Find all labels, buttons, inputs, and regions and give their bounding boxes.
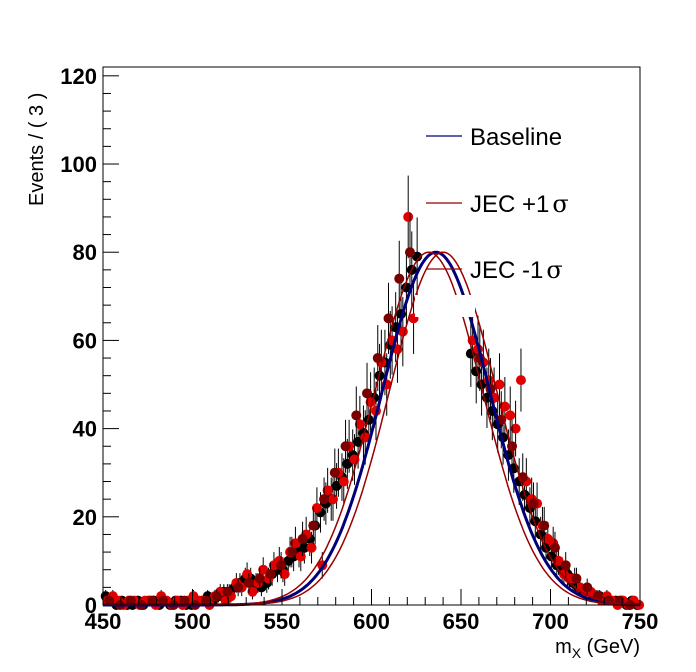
data-point <box>394 273 405 284</box>
x-axis-title: mX (GeV) <box>555 636 640 661</box>
legend-entry-jec-plus: JEC +1 σ <box>426 190 569 218</box>
y-tick-label: 100 <box>60 152 97 177</box>
data-point <box>297 533 308 544</box>
data-points-layer <box>100 175 645 610</box>
y-axis-title: Events / ( 3 ) <box>26 93 48 206</box>
x-tick-label: 700 <box>532 609 569 634</box>
data-point <box>499 401 510 412</box>
y-tick-label: 60 <box>73 328 97 353</box>
axes-layer: 450 500 550 600 650 700 750 0 20 40 60 80 100 120 <box>60 64 658 634</box>
legend-label-baseline: Baseline <box>470 124 562 151</box>
data-point <box>383 313 394 324</box>
data-point <box>329 467 340 478</box>
data-point <box>494 379 505 390</box>
data-point <box>354 419 365 430</box>
data-point <box>211 591 222 602</box>
fit-curve <box>103 250 640 607</box>
data-point <box>306 542 317 553</box>
data-point <box>222 586 233 597</box>
legend-label-jec-minus: JEC -1 σ <box>470 256 563 284</box>
data-point <box>571 573 582 584</box>
y-tick-label: 80 <box>73 240 97 265</box>
data-point <box>363 414 374 425</box>
data-point <box>125 595 136 606</box>
data-point <box>319 494 330 505</box>
data-point <box>351 410 362 421</box>
data-point <box>258 564 269 575</box>
x-tick-label: 750 <box>622 609 659 634</box>
data-point <box>582 582 593 593</box>
data-point <box>295 551 306 562</box>
data-point <box>179 595 190 606</box>
data-point <box>403 211 414 222</box>
legend-entry-jec-minus: JEC -1 σ <box>426 256 563 284</box>
data-point <box>505 410 516 421</box>
data-point <box>412 251 423 262</box>
data-point <box>340 441 351 452</box>
data-point <box>331 480 342 491</box>
data-point <box>308 520 319 531</box>
data-point <box>322 485 333 496</box>
data-point <box>362 388 373 399</box>
x-tick-label: 600 <box>353 609 390 634</box>
data-point <box>553 555 564 566</box>
data-point <box>279 569 290 580</box>
data-point <box>242 569 253 580</box>
x-tick-label: 550 <box>264 609 301 634</box>
data-point <box>338 476 349 487</box>
data-point <box>265 569 276 580</box>
data-point <box>286 547 297 558</box>
data-point <box>147 595 158 606</box>
data-point <box>328 494 339 505</box>
data-point <box>247 586 258 597</box>
legend-entry-baseline: Baseline <box>426 124 562 151</box>
data-point <box>200 595 211 606</box>
y-tick-label: 20 <box>73 505 97 530</box>
data-point <box>254 573 265 584</box>
legend-background <box>415 295 475 317</box>
data-point <box>549 542 560 553</box>
data-point <box>104 595 115 606</box>
x-tick-label: 500 <box>174 609 211 634</box>
data-point <box>290 538 301 549</box>
fit-curves-layer <box>103 250 641 607</box>
legend: Baseline JEC +1 σ JEC -1 σ <box>426 124 569 284</box>
x-axis-subscript: X <box>572 645 582 661</box>
data-point <box>342 458 353 469</box>
data-point <box>560 560 571 571</box>
data-point <box>299 542 310 553</box>
x-tick-label: 650 <box>443 609 480 634</box>
data-point <box>510 423 521 434</box>
data-point <box>372 353 383 364</box>
x-tick-label: 450 <box>85 609 122 634</box>
y-tick-label: 40 <box>73 417 97 442</box>
data-point <box>311 502 322 513</box>
data-point <box>157 595 168 606</box>
data-point <box>276 560 287 571</box>
data-point <box>243 577 254 588</box>
legend-label-jec-plus: JEC +1 σ <box>470 190 569 218</box>
y-tick-label: 0 <box>85 593 97 618</box>
data-point <box>515 375 526 386</box>
y-tick-label: 120 <box>60 64 97 89</box>
data-point <box>539 520 550 531</box>
data-point <box>528 498 539 509</box>
data-point <box>404 247 415 258</box>
data-point <box>233 582 244 593</box>
data-point <box>353 436 364 447</box>
